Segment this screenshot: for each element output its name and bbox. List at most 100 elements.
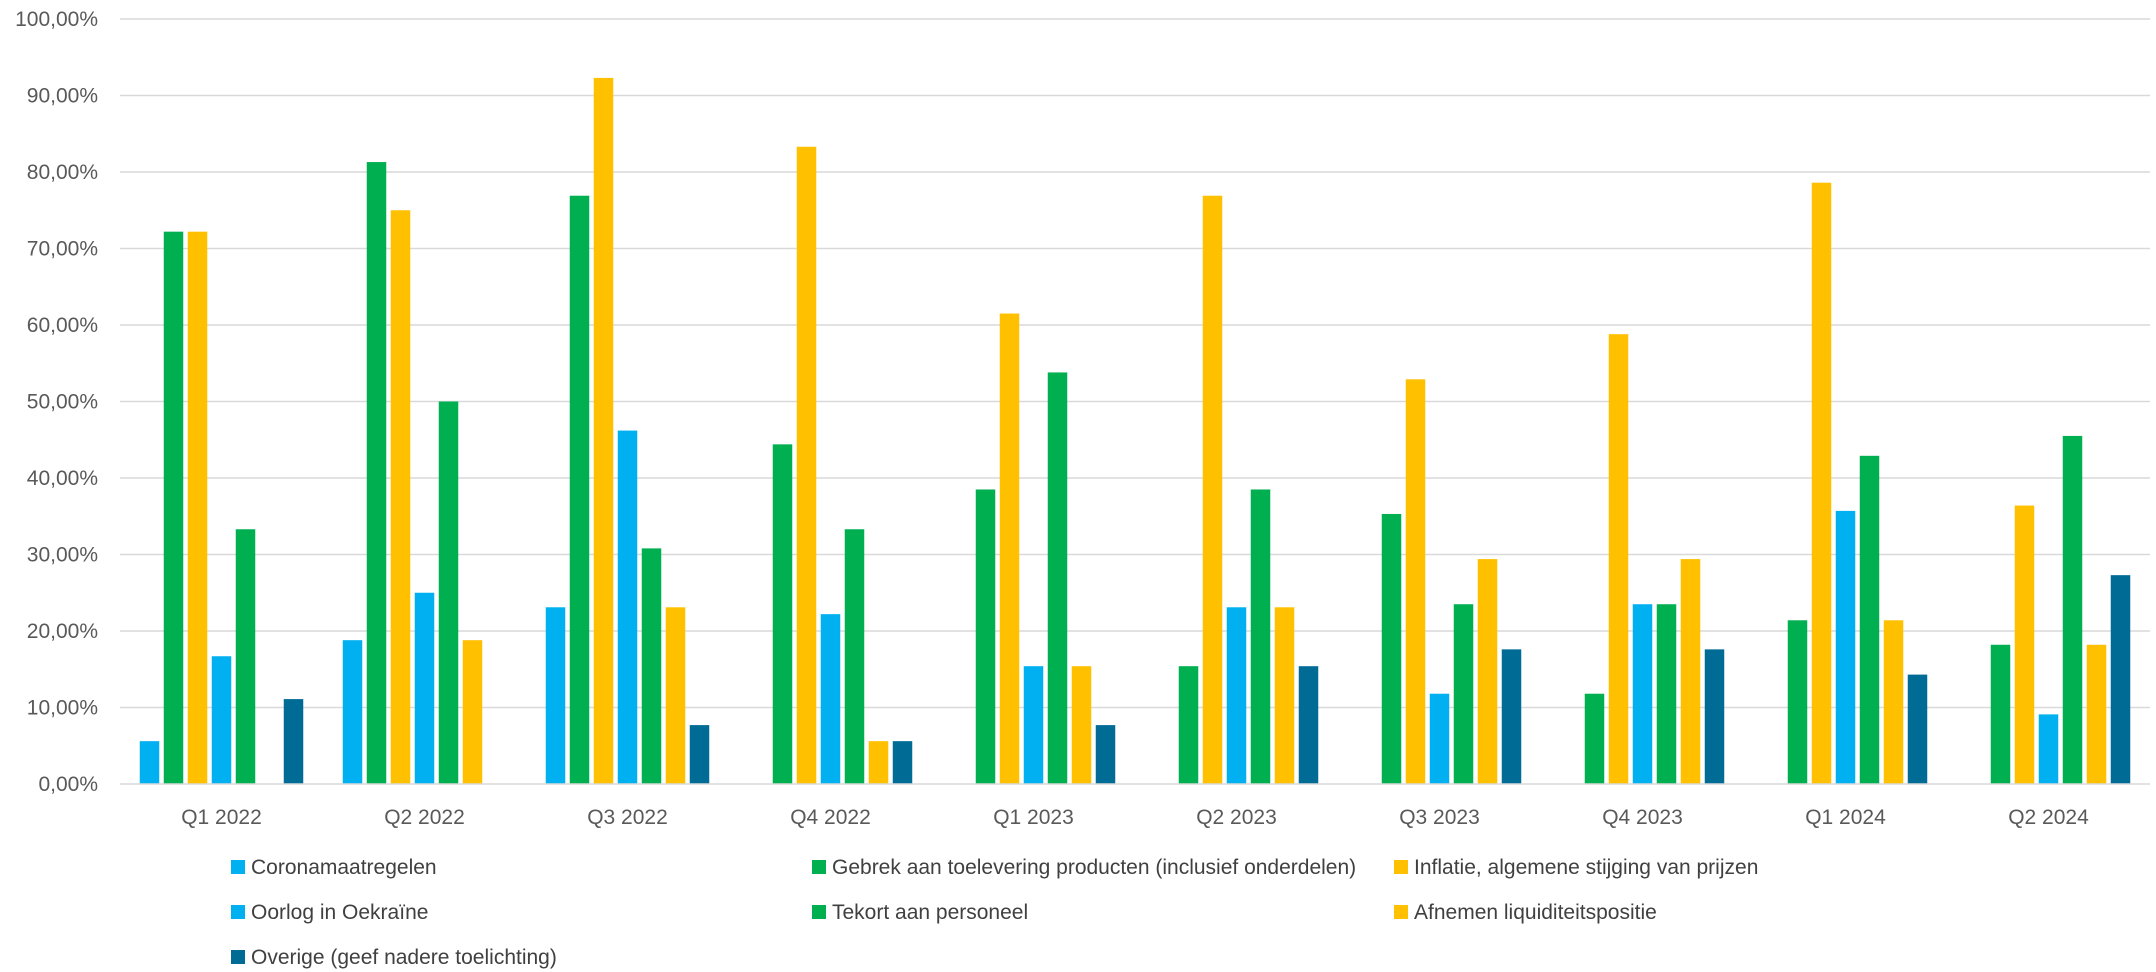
bar [665,607,686,784]
x-axis-tick-labels: Q1 2022 Q2 2022 Q3 2022 Q4 2022 Q1 2023 Q2 20… [181,806,2089,829]
y-tick-label: 90,00% [27,85,98,108]
bar [796,146,817,784]
bar [1381,513,1402,784]
y-tick-label: 60,00% [27,314,98,337]
legend-label: Tekort aan personeel [832,901,1028,924]
bar [1584,693,1605,784]
bar [1298,666,1319,784]
bar [2014,505,2035,784]
bar [1835,510,1856,784]
bar [820,614,841,784]
y-tick-label: 40,00% [27,467,98,490]
y-axis-tick-labels: 0,00% 10,00% 20,00% 30,00% 40,00% 50,00% 60,00… [15,8,98,796]
legend-swatch [812,860,826,874]
y-tick-label: 70,00% [27,238,98,261]
bar [772,444,793,784]
bar [414,592,435,784]
bar [390,210,411,784]
bar [593,77,614,784]
bar [366,162,387,784]
y-tick-label: 20,00% [27,620,98,643]
bar [235,529,256,784]
x-tick-label: Q3 2022 [587,806,668,829]
bar [1250,489,1271,784]
legend-label: Inflatie, algemene stijging van prijzen [1414,856,1758,879]
y-tick-label: 80,00% [27,161,98,184]
bar [2062,435,2083,784]
bar [892,741,913,784]
bar [1501,649,1522,784]
bar [462,640,483,784]
bar [569,195,590,785]
legend-swatch [231,860,245,874]
bar [844,529,865,784]
legend-swatch [231,905,245,919]
bar [1811,182,1832,784]
y-tick-label: 30,00% [27,544,98,567]
bar [2038,714,2059,784]
bar [2086,644,2107,784]
y-tick-label: 100,00% [15,8,98,31]
bar [139,741,160,784]
x-tick-label: Q2 2023 [1196,806,1277,829]
bar [1071,666,1092,784]
bar [1859,455,1880,784]
bar [1453,604,1474,784]
gridlines [120,18,2150,709]
legend-swatch [1394,860,1408,874]
bar [1477,559,1498,784]
x-tick-label: Q4 2023 [1602,806,1683,829]
bar [1632,604,1653,784]
x-tick-label: Q2 2024 [2008,806,2089,829]
legend-swatch [1394,905,1408,919]
legend-label: Gebrek aan toelevering producten (inclus… [832,856,1356,879]
bar [1990,644,2011,784]
x-tick-label: Q1 2023 [993,806,1074,829]
bar [1787,620,1808,784]
bars [139,77,2131,785]
bar [283,699,304,784]
bar [1656,604,1677,784]
bar [641,548,662,784]
x-tick-label: Q4 2022 [790,806,871,829]
x-tick-label: Q1 2024 [1805,806,1886,829]
bar [1429,693,1450,784]
bar [1883,620,1904,784]
bar [1226,607,1247,784]
bar [868,741,889,784]
legend-swatch [812,905,826,919]
bar [689,725,710,784]
legend-label: Oorlog in Oekraïne [251,901,428,924]
bar [163,231,184,785]
bar [187,231,208,785]
bar [1047,372,1068,784]
bar [1095,725,1116,784]
bar [1680,559,1701,784]
y-tick-label: 50,00% [27,391,98,414]
bar [1405,379,1426,784]
y-tick-label: 0,00% [38,773,98,796]
bar [545,607,566,784]
bar [999,313,1020,784]
bar [975,489,996,784]
x-tick-label: Q1 2022 [181,806,262,829]
legend-swatch [231,950,245,964]
legend-label: Coronamaatregelen [251,856,437,879]
x-tick-label: Q2 2022 [384,806,465,829]
bar [1704,649,1725,784]
bar [2110,575,2131,784]
legend-label: Overige (geef nadere toelichting) [251,946,557,969]
bar [1907,674,1928,784]
bar [1023,666,1044,784]
bar [342,640,363,784]
bar [1202,195,1223,785]
y-tick-label: 10,00% [27,697,98,720]
bar [617,430,638,784]
bar [1608,334,1629,784]
x-tick-label: Q3 2023 [1399,806,1480,829]
bar [1274,607,1295,784]
legend: Coronamaatregelen Gebrek aan toelevering … [231,856,1758,969]
bar [438,401,459,784]
bar [211,656,232,784]
legend-label: Afnemen liquiditeitspositie [1414,901,1657,924]
